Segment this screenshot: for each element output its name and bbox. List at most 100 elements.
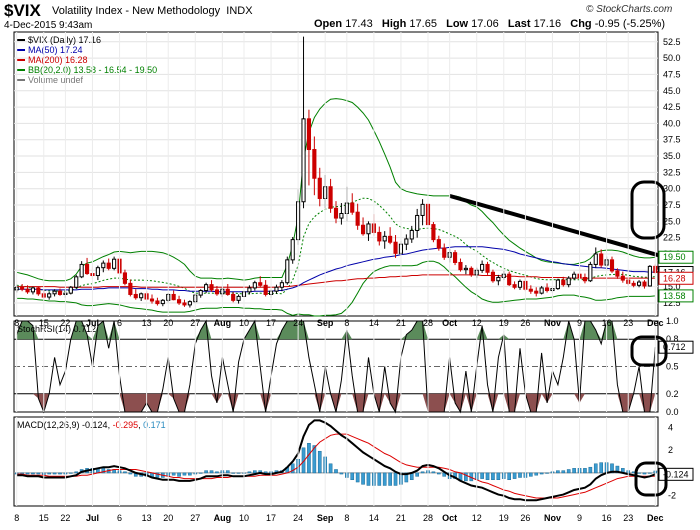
macd-histogram-bar bbox=[561, 470, 566, 474]
candle-body bbox=[593, 253, 598, 265]
price-x-tick-label: Nov bbox=[544, 318, 561, 328]
macd-histogram-bar bbox=[366, 472, 371, 486]
macd-histogram-bar bbox=[545, 472, 549, 474]
macd-histogram-bar bbox=[382, 472, 387, 486]
macd-histogram-bar bbox=[339, 472, 344, 475]
candle-body bbox=[274, 286, 279, 292]
price-y-tick-label: 37.5 bbox=[663, 135, 681, 145]
price-axis-tag bbox=[658, 271, 694, 285]
candle-body bbox=[572, 273, 577, 279]
macd-x-tick-label: Nov bbox=[544, 513, 561, 523]
candle-body bbox=[366, 223, 371, 235]
price-y-tick-label: 52.5 bbox=[663, 37, 681, 47]
candle-body bbox=[609, 259, 615, 272]
macd-histogram-bar bbox=[328, 463, 333, 474]
price-y-tick-label: 50.0 bbox=[663, 53, 681, 63]
macd-histogram-bar bbox=[534, 472, 539, 476]
macd-line bbox=[16, 419, 656, 502]
candle-body bbox=[84, 263, 90, 275]
price-y-tick-label: 15.0 bbox=[663, 282, 681, 292]
macd-x-tick-label: 19 bbox=[499, 513, 509, 523]
candle-body bbox=[20, 286, 25, 290]
candle-body bbox=[388, 235, 393, 243]
trendline-annotation bbox=[449, 193, 678, 263]
macd-histogram-bar bbox=[128, 472, 133, 475]
macd-y-tick-label: 4 bbox=[668, 422, 673, 432]
macd-legend-part: -0.295 bbox=[113, 420, 139, 430]
macd-x-tick-label: Jul bbox=[86, 513, 99, 523]
candle-body bbox=[647, 265, 652, 287]
price-x-tick-label: 26 bbox=[520, 318, 530, 328]
open-value: 17.43 bbox=[345, 18, 373, 30]
stochrsi-line bbox=[16, 319, 656, 414]
high-value: 17.65 bbox=[409, 18, 437, 30]
stochrsi-y-tick-label: 0.0 bbox=[666, 407, 679, 417]
macd-x-tick-label: 9 bbox=[577, 513, 582, 523]
ma50-line bbox=[16, 246, 656, 293]
candle-body bbox=[452, 252, 458, 263]
candle-body bbox=[160, 299, 165, 305]
price-y-tick-label: 27.5 bbox=[663, 200, 681, 210]
candle-body bbox=[420, 203, 425, 216]
macd-histogram-bar bbox=[52, 472, 57, 475]
macd-x-tick-label: 13 bbox=[142, 513, 152, 523]
candle-body bbox=[182, 302, 187, 306]
price-axis-tag-label: 19.50 bbox=[663, 252, 686, 262]
macd-histogram-bar bbox=[290, 463, 295, 474]
macd-histogram-bar bbox=[25, 472, 30, 475]
macd-histogram-bar bbox=[572, 468, 576, 474]
candle-body bbox=[225, 288, 230, 295]
low-label: Low bbox=[446, 18, 469, 30]
candle-body bbox=[204, 284, 209, 292]
macd-histogram-bar bbox=[36, 472, 41, 475]
chg-label: Chg bbox=[570, 18, 592, 30]
macd-legend-part: -0.124 bbox=[82, 420, 108, 430]
macd-histogram-bar bbox=[215, 471, 219, 474]
candle-body bbox=[30, 287, 36, 293]
macd-x-tick-label: 12 bbox=[472, 513, 482, 523]
macd-histogram-bar bbox=[231, 472, 235, 474]
price-x-tick-label: 8 bbox=[344, 318, 349, 328]
macd-histogram-bar bbox=[485, 472, 490, 481]
price-legend-entry: MA(50) 17.24 bbox=[28, 45, 83, 55]
price-x-tick-label: Sep bbox=[317, 318, 334, 328]
macd-histogram-bar bbox=[69, 472, 73, 474]
macd-histogram-bar bbox=[480, 472, 484, 479]
macd-histogram-bar bbox=[182, 472, 187, 476]
bb-upper-line bbox=[16, 98, 656, 282]
macd-histogram-bar bbox=[518, 472, 522, 478]
macd-histogram-bar bbox=[437, 472, 441, 475]
price-x-tick-label: 6 bbox=[117, 318, 122, 328]
macd-histogram-bar bbox=[47, 472, 51, 475]
candle-body bbox=[79, 263, 84, 278]
price-legend-entry: Volume undef bbox=[28, 75, 84, 85]
price-x-tick-label: 23 bbox=[623, 318, 633, 328]
candle-body bbox=[285, 259, 290, 284]
candle-body bbox=[236, 295, 241, 301]
macd-x-tick-label: 6 bbox=[117, 513, 122, 523]
last-label: Last bbox=[507, 18, 531, 30]
candle-body bbox=[496, 276, 501, 282]
candle-body bbox=[133, 293, 138, 299]
candle-body bbox=[539, 287, 544, 294]
price-y-tick-label: 32.5 bbox=[663, 167, 681, 177]
stochrsi-y-tick-label: 1.0 bbox=[666, 316, 679, 326]
candle-body bbox=[252, 282, 257, 289]
price-legend-entry: $VIX (Daily) 17.16 bbox=[28, 35, 101, 45]
candle-body bbox=[377, 231, 382, 242]
price-y-tick-label: 25.0 bbox=[663, 216, 681, 226]
candle-body bbox=[187, 301, 192, 306]
candle-body bbox=[52, 290, 57, 295]
macd-x-tick-label: Sep bbox=[317, 513, 334, 523]
macd-x-tick-label: Dec bbox=[647, 513, 664, 523]
candle-body bbox=[290, 239, 295, 261]
candle-body bbox=[415, 214, 420, 231]
macd-x-tick-label: 24 bbox=[293, 513, 303, 523]
price-x-tick-label: 21 bbox=[396, 318, 406, 328]
price-x-tick-label: 24 bbox=[293, 318, 303, 328]
candle-body bbox=[68, 286, 73, 294]
candle-body bbox=[95, 267, 100, 277]
stochrsi-legend: StochRSI(14) 0.712 bbox=[17, 324, 96, 334]
macd-histogram-bar bbox=[209, 470, 214, 474]
candle-body bbox=[409, 229, 414, 240]
